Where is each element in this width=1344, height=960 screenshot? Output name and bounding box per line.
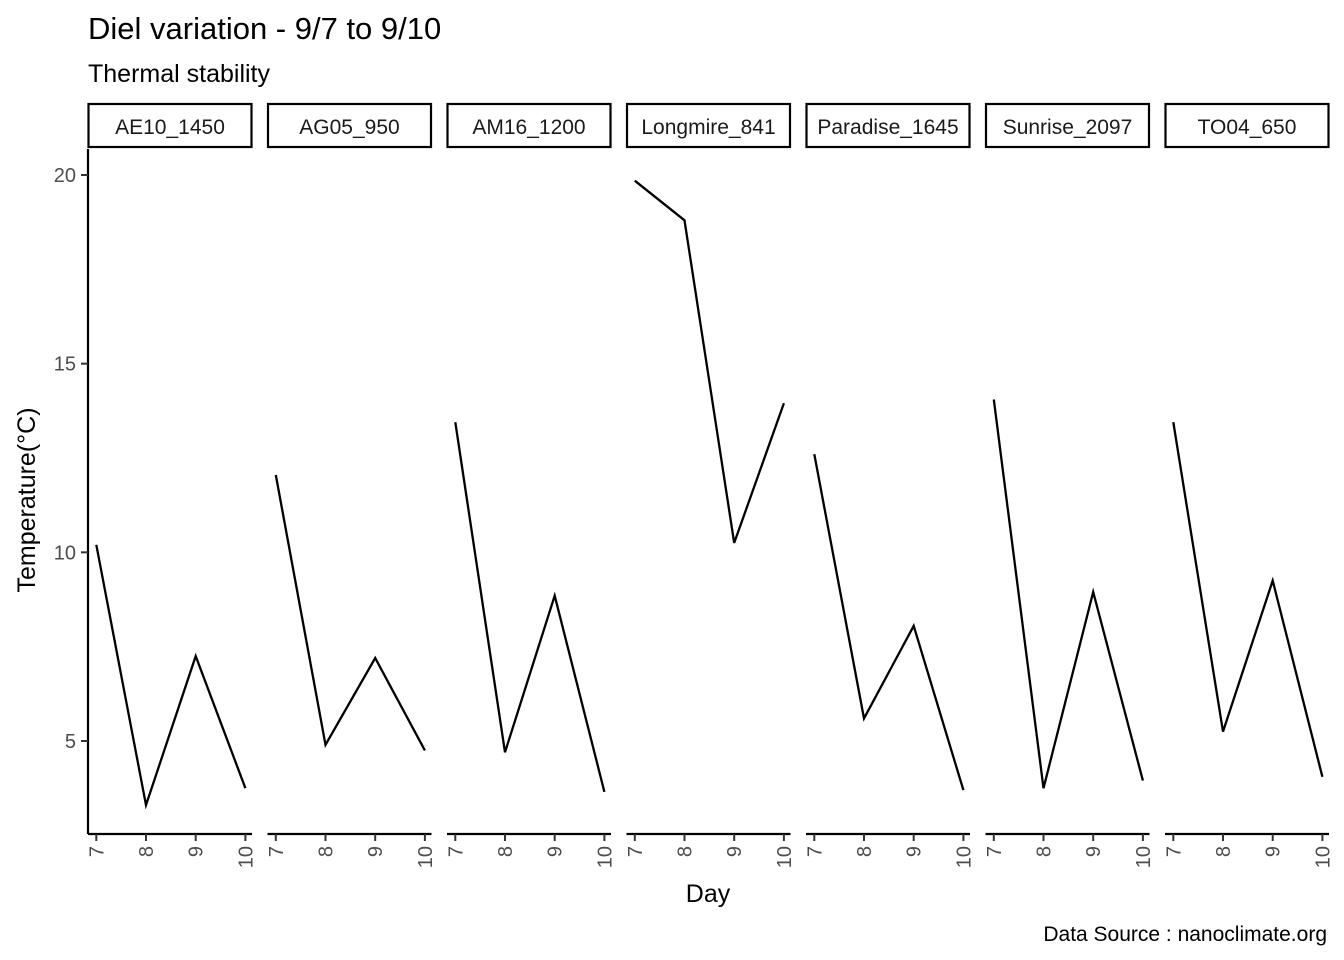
x-tick-label: 9: [365, 846, 387, 857]
chart-title: Diel variation - 9/7 to 9/10: [88, 11, 441, 46]
x-tick-label: 8: [854, 846, 876, 857]
x-tick-label: 10: [774, 846, 796, 868]
x-tick-label: 7: [984, 846, 1006, 857]
facet-strip: [984, 102, 1151, 149]
y-tick-label: 10: [54, 542, 76, 564]
data-source-caption: Data Source : nanoclimate.org: [1043, 923, 1327, 946]
x-tick-label: 9: [186, 846, 208, 857]
y-tick-label: 15: [54, 354, 76, 376]
facet-strip: [625, 102, 792, 149]
x-tick-label: 9: [1263, 846, 1285, 857]
facet-strip-label: Paradise_1645: [817, 116, 958, 139]
x-tick-label: 10: [1133, 846, 1155, 868]
x-tick-label: 7: [804, 846, 826, 857]
x-tick-label: 9: [1083, 846, 1105, 857]
facet-strip-label: TO04_650: [1198, 116, 1297, 139]
x-tick-label: 7: [1163, 846, 1185, 857]
facet-strip-label: AE10_1450: [115, 116, 225, 139]
facet-panel: Sunrise_2097 7 8 9 10: [984, 102, 1155, 868]
x-tick-label: 8: [1034, 846, 1056, 857]
x-tick-label: 10: [1312, 846, 1334, 868]
facet-strip: [87, 102, 253, 149]
x-tick-label: 7: [445, 846, 467, 857]
x-tick-label: 8: [495, 846, 517, 857]
y-axis-title: Temperature(°C): [13, 407, 41, 592]
facet-panel: AG05_950 7 8 9 10: [266, 102, 437, 868]
facet-strip: [1164, 102, 1330, 149]
series-line: [274, 474, 426, 751]
x-tick-label: 7: [625, 846, 647, 857]
y-tick-label: 5: [65, 731, 76, 753]
series-line: [95, 544, 247, 810]
series-line: [992, 399, 1145, 789]
facet-panel: AM16_1200 7 8 9 10: [445, 102, 616, 868]
x-tick-label: 10: [415, 846, 437, 868]
x-tick-label: 10: [594, 846, 616, 868]
facet-strip-label: Longmire_841: [641, 116, 775, 139]
y-axis: 5 10 15 20: [54, 149, 90, 834]
facet-panels: AE10_1450 7 8 9 10 AG05_950 7 8 9 10 AM16_1200 7 8 9 1…: [86, 102, 1334, 868]
facet-strip: [446, 102, 612, 149]
series-line: [813, 453, 965, 791]
facet-strip: [266, 102, 433, 149]
facet-panel: Paradise_1645 7 8 9 10: [804, 102, 975, 868]
y-tick-label: 20: [54, 165, 76, 187]
facet-panel: Longmire_841 7 8 9 10: [625, 102, 796, 868]
x-axis-title: Day: [686, 880, 731, 908]
x-tick-label: 8: [316, 846, 338, 857]
series-line: [454, 422, 606, 793]
x-tick-label: 9: [545, 846, 567, 857]
x-tick-label: 8: [675, 846, 697, 857]
x-tick-label: 10: [235, 846, 257, 868]
facet-strip: [805, 102, 971, 149]
facet-strip-label: Sunrise_2097: [1003, 116, 1133, 139]
x-tick-label: 7: [266, 846, 288, 857]
x-tick-label: 9: [904, 846, 926, 857]
facet-strip-label: AG05_950: [299, 116, 399, 139]
x-tick-label: 8: [136, 846, 158, 857]
x-tick-label: 8: [1213, 846, 1235, 857]
facet-strip-label: AM16_1200: [472, 116, 585, 139]
x-tick-label: 10: [953, 846, 975, 868]
x-tick-label: 7: [86, 846, 108, 857]
facet-panel: TO04_650 7 8 9 10: [1163, 102, 1334, 868]
chart-subtitle: Thermal stability: [88, 60, 270, 88]
series-line: [634, 179, 785, 544]
facet-panel: AE10_1450 7 8 9 10: [86, 102, 257, 868]
x-tick-label: 9: [724, 846, 746, 857]
series-line: [1172, 422, 1324, 778]
